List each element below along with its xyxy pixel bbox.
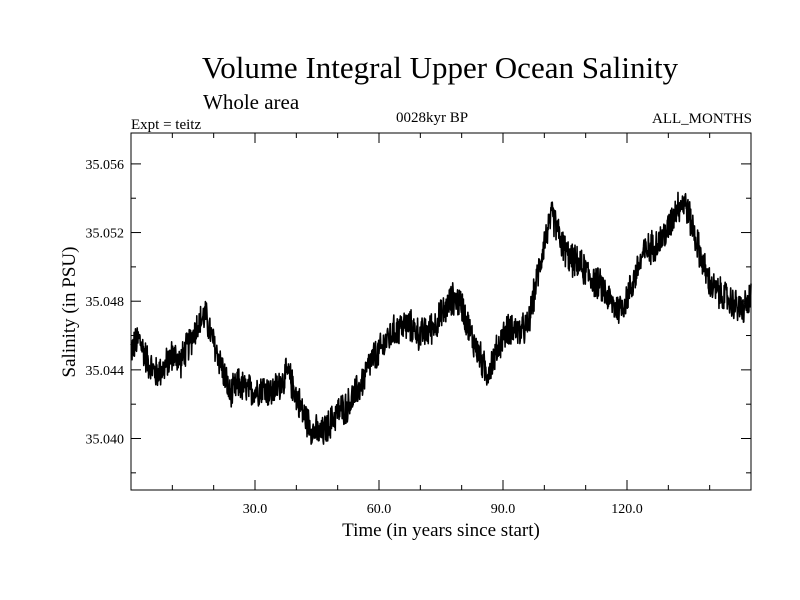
chart-subtitle: Whole area [203,90,300,114]
x-tick-label: 30.0 [243,502,268,517]
y-tick-label: 35.044 [86,364,125,379]
y-tick-label: 35.052 [86,227,125,242]
x-tick-label: 120.0 [611,502,643,517]
period-label: 0028kyr BP [396,110,469,126]
salinity-series-line [130,191,752,445]
y-tick-label: 35.048 [86,295,125,310]
x-tick-label: 60.0 [367,502,392,517]
x-axis-label: Time (in years since start) [342,520,540,541]
plot-frame [130,132,752,491]
chart-title: Volume Integral Upper Ocean Salinity [201,50,679,85]
experiment-label: Expt = teitz [131,117,202,133]
y-tick-label: 35.056 [86,158,125,173]
y-tick-label: 35.040 [86,433,125,448]
x-tick-label: 90.0 [491,502,516,517]
months-label: ALL_MONTHS [652,111,752,127]
y-axis-label: Salinity (in PSU) [59,246,80,378]
